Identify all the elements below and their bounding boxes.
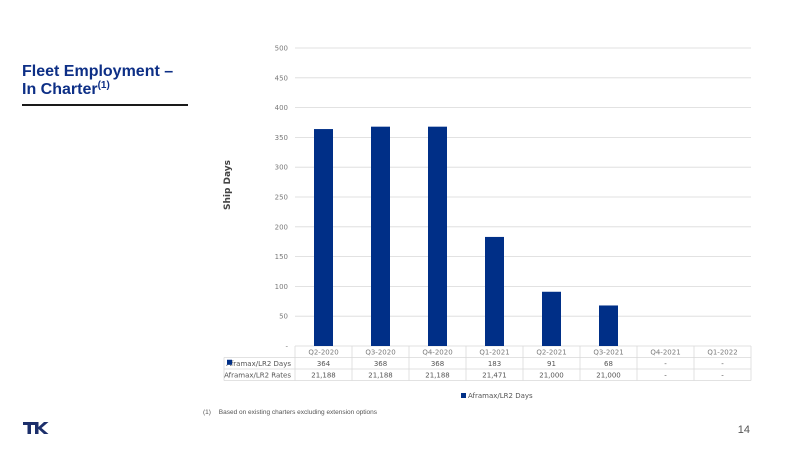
table-legend-key: [227, 359, 232, 365]
x-tick-label: Q4-2020: [422, 348, 452, 356]
bar: [485, 236, 504, 346]
slide-title: Fleet Employment – In Charter(1): [22, 63, 188, 99]
table-cell: 21,188: [425, 371, 450, 379]
bars: [314, 126, 618, 346]
tk-logo-icon: [23, 422, 49, 434]
y-axis-label: Ship Days: [223, 160, 233, 210]
grid-lines: [295, 47, 751, 347]
y-tick-label: 450: [275, 74, 288, 82]
footnote: (1) Based on existing charters excluding…: [203, 409, 377, 416]
table-row-label: Aframax/LR2 Days: [226, 360, 291, 368]
y-tick-label: 500: [275, 45, 288, 53]
y-axis-ticks: - 50 100 150 200 250 300 350 400 450 500: [275, 45, 289, 351]
data-table: Q2-2020 Q3-2020 Q4-2020 Q1-2021 Q2-2021 Q3-20…: [223, 346, 752, 381]
table-cell: 368: [374, 360, 387, 368]
x-tick-label: Q3-2020: [365, 348, 395, 356]
table-cell: -: [664, 360, 667, 368]
y-tick-label: 300: [275, 164, 288, 172]
table-cell: 21,188: [368, 371, 393, 379]
y-tick-label: 50: [279, 313, 288, 321]
bar: [599, 305, 618, 346]
table-row-label: Aframax/LR2 Rates: [224, 371, 291, 379]
table-cell: 21,000: [596, 371, 621, 379]
table-cell: 21,471: [482, 371, 507, 379]
table-cell: 364: [317, 360, 331, 368]
x-tick-label: Q3-2021: [593, 348, 623, 356]
y-tick-label: 350: [275, 134, 288, 142]
table-cell: -: [721, 360, 724, 368]
table-cell: 91: [547, 360, 556, 368]
table-cell: -: [664, 371, 667, 379]
table-cell: 21,000: [539, 371, 564, 379]
footnote-text: Based on existing charters excluding ext…: [218, 409, 378, 416]
x-tick-label: Q1-2021: [479, 348, 509, 356]
title-block: Fleet Employment – In Charter(1): [22, 63, 188, 106]
x-tick-label: Q4-2021: [650, 348, 680, 356]
title-footnote-marker: (1): [97, 80, 110, 91]
bar: [314, 129, 333, 346]
x-tick-label: Q2-2021: [536, 348, 566, 356]
y-tick-label: -: [285, 343, 288, 351]
x-tick-label: Q2-2020: [308, 348, 338, 356]
y-tick-label: 200: [275, 223, 288, 231]
x-tick-label: Q1-2022: [707, 348, 737, 356]
bar: [542, 291, 561, 346]
bar: [371, 126, 390, 346]
table-cell: 68: [604, 360, 613, 368]
slide-title-text: Fleet Employment – In Charter: [22, 63, 174, 98]
table-cell: 368: [431, 360, 444, 368]
legend: Aframax/LR2 Days: [461, 392, 533, 400]
legend-swatch: [461, 393, 466, 398]
table-cell: -: [721, 371, 724, 379]
table-cell: 21,188: [311, 371, 336, 379]
y-tick-label: 150: [275, 253, 288, 261]
table-cell: 183: [488, 360, 501, 368]
title-underline: [22, 104, 188, 106]
footnote-number: (1): [203, 409, 211, 416]
bar: [428, 126, 447, 346]
y-tick-label: 100: [275, 283, 288, 291]
legend-label: Aframax/LR2 Days: [468, 392, 533, 400]
y-tick-label: 250: [275, 194, 288, 202]
y-tick-label: 400: [275, 104, 288, 112]
page-number: 14: [737, 424, 750, 436]
